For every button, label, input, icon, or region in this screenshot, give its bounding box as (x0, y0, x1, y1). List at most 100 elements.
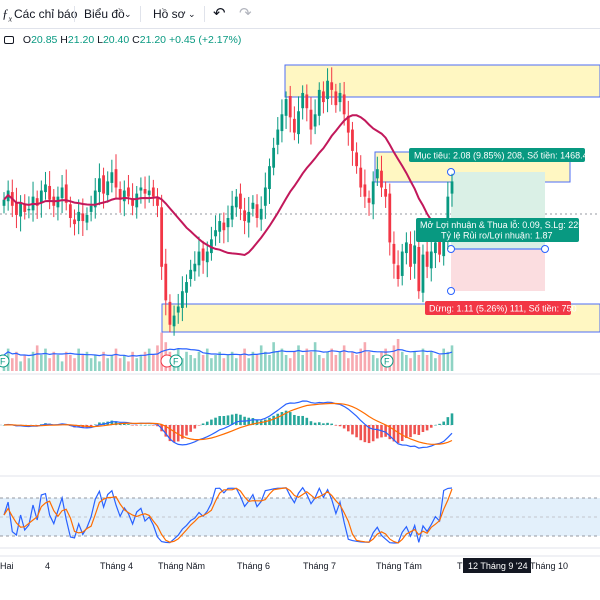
target-area[interactable] (451, 172, 545, 249)
resistance-zone[interactable] (284, 64, 600, 98)
fx-icon[interactable]: ƒx (2, 6, 13, 24)
event-marker[interactable]: F (380, 354, 394, 368)
histogram-bar (147, 424, 151, 426)
volume-bar (338, 351, 342, 371)
high-value: 21.20 (67, 34, 95, 46)
histogram-bar (421, 425, 425, 432)
candle-body (172, 315, 176, 327)
volume-bar (40, 355, 43, 371)
candle-body (106, 181, 110, 196)
volume-bar (239, 355, 242, 371)
histogram-bar (15, 425, 18, 427)
histogram-bar (77, 425, 80, 428)
entry-handle[interactable] (447, 245, 455, 253)
candle-body (292, 118, 296, 133)
redo-icon[interactable]: ↷ (239, 5, 252, 22)
histogram-bar (429, 425, 433, 428)
candle-body (68, 204, 72, 218)
time-axis[interactable]: Hai 4 Tháng 4 Tháng Năm Tháng 6 Tháng 7 Tháng … (0, 561, 568, 571)
event-marker[interactable]: F (160, 354, 183, 368)
histogram-bar (81, 425, 85, 428)
candle-body (102, 175, 105, 194)
histogram-bar (309, 421, 313, 425)
volume-bar (168, 351, 172, 371)
candle-body (2, 199, 6, 206)
volume-bar (280, 348, 284, 371)
histogram-bar (222, 416, 226, 425)
indicators-button[interactable]: Các chỉ báo (14, 7, 78, 21)
volume-bar (156, 345, 159, 371)
histogram-bar (251, 418, 255, 425)
event-marker[interactable]: F (0, 354, 10, 368)
stop-handle[interactable] (447, 287, 455, 295)
charts-button[interactable]: Biểu đồ (84, 7, 125, 21)
candle-body (110, 172, 114, 183)
candle-body (251, 202, 255, 209)
volume-bar (363, 342, 367, 371)
moving-average-line (3, 114, 453, 257)
chevron-down-icon[interactable]: ⌄ (124, 9, 132, 19)
width-handle[interactable] (541, 245, 549, 253)
candle-body (301, 92, 305, 109)
macd-histogram (2, 410, 454, 444)
volume-bar (346, 358, 350, 371)
volume-bar (417, 355, 421, 371)
candle-body (355, 152, 358, 167)
volume-bar (73, 358, 76, 371)
candle-body (60, 187, 64, 199)
histogram-bar (259, 420, 263, 425)
candle-body (380, 170, 383, 188)
histogram-bar (446, 417, 450, 425)
histogram-bar (239, 414, 242, 425)
volume-bar (446, 351, 450, 371)
candle-body (421, 254, 425, 293)
legend-toggle-icon[interactable] (4, 36, 14, 45)
volume-bar (293, 351, 296, 371)
histogram-bar (450, 413, 454, 425)
candle-body (85, 214, 89, 223)
chevron-down-icon[interactable]: ⌄ (188, 9, 196, 19)
volume-bar (164, 342, 168, 371)
candle-body (180, 291, 184, 308)
candle-body (450, 181, 454, 194)
volume-bar (255, 355, 259, 371)
candle-body (122, 190, 126, 202)
histogram-bar (330, 423, 334, 425)
volume-bar (313, 342, 317, 371)
candle-body (114, 169, 118, 188)
histogram-bar (380, 425, 383, 438)
support-zone[interactable] (161, 303, 600, 333)
candle-body (15, 202, 18, 215)
candle-body (346, 115, 350, 133)
candle-body (31, 196, 35, 211)
volume-bar (438, 355, 441, 371)
macd-line (3, 400, 453, 449)
candle-body (247, 211, 251, 223)
undo-icon[interactable]: ↶ (213, 5, 226, 22)
stoch-k-line (3, 486, 453, 544)
histogram-bar (98, 422, 101, 425)
profile-button[interactable]: Hồ sơ (153, 7, 186, 21)
candle-body (164, 263, 168, 301)
volume-bar (297, 345, 300, 371)
volume-bar (110, 355, 114, 371)
histogram-bar (359, 425, 363, 441)
target-label-box (409, 148, 585, 162)
target-handle[interactable] (447, 168, 455, 176)
histogram-bar (23, 425, 27, 427)
histogram-bar (243, 416, 246, 425)
histogram-bar (168, 425, 172, 442)
stop-area[interactable] (451, 249, 545, 291)
histogram-bar (438, 423, 441, 425)
supply-zone[interactable] (374, 151, 571, 183)
crosshair-date-box (463, 558, 531, 573)
time-axis-label: Tháng 4 (100, 561, 133, 571)
histogram-bar (264, 419, 267, 425)
volume-bar (27, 358, 31, 371)
candle-body (263, 187, 267, 206)
volume-bar (135, 358, 139, 371)
histogram-bar (400, 425, 404, 442)
high-label: H (60, 34, 68, 46)
candle-body (48, 185, 52, 200)
